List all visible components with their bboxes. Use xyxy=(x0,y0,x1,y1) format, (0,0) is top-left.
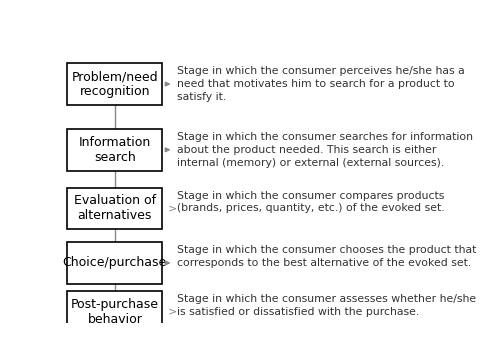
Text: >: > xyxy=(168,204,177,213)
Text: Choice/purchase: Choice/purchase xyxy=(63,257,167,269)
Text: Stage in which the consumer assesses whether he/she
is satisfied or dissatisfied: Stage in which the consumer assesses whe… xyxy=(177,294,476,317)
Text: Evaluation of
alternatives: Evaluation of alternatives xyxy=(74,195,156,223)
Bar xyxy=(67,129,162,171)
Text: Stage in which the consumer searches for information
about the product needed. T: Stage in which the consumer searches for… xyxy=(177,132,473,168)
Text: Stage in which the consumer compares products
(brands, prices, quantity, etc.) o: Stage in which the consumer compares pro… xyxy=(177,191,445,213)
Bar xyxy=(67,291,162,333)
Text: Stage in which the consumer chooses the product that
corresponds to the best alt: Stage in which the consumer chooses the … xyxy=(177,245,477,268)
Bar xyxy=(67,188,162,229)
Text: >: > xyxy=(168,307,177,317)
Bar xyxy=(67,63,162,105)
Text: Stage in which the consumer perceives he/she has a
need that motivates him to se: Stage in which the consumer perceives he… xyxy=(177,66,465,102)
Text: Post-purchase
behavior: Post-purchase behavior xyxy=(71,298,159,326)
Text: Information
search: Information search xyxy=(79,136,151,164)
Text: Problem/need
recognition: Problem/need recognition xyxy=(72,70,158,98)
Bar xyxy=(67,242,162,284)
